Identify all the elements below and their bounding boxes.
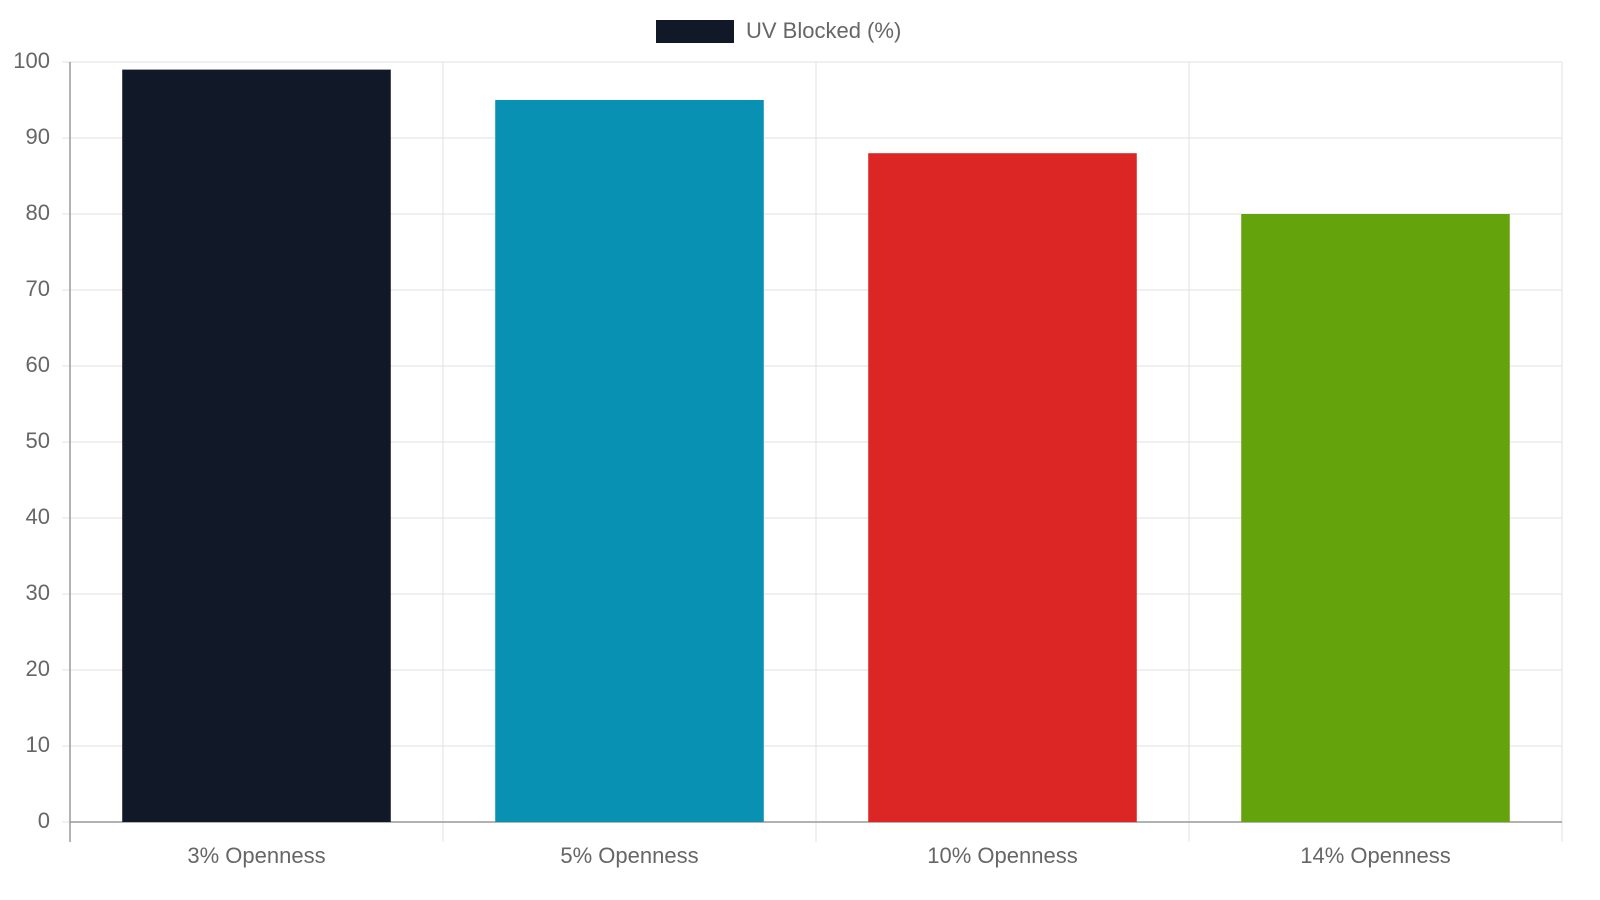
y-tick-label: 60 [26, 352, 50, 377]
y-tick-label: 0 [38, 808, 50, 833]
bar [868, 153, 1137, 822]
x-tick-label: 5% Openness [560, 843, 698, 868]
x-tick-label: 14% Openness [1300, 843, 1450, 868]
x-tick-label: 3% Openness [187, 843, 325, 868]
bar [1241, 214, 1510, 822]
y-tick-label: 10 [26, 732, 50, 757]
legend-swatch [656, 20, 734, 43]
y-tick-label: 20 [26, 656, 50, 681]
y-tick-label: 100 [13, 48, 50, 73]
y-tick-label: 30 [26, 580, 50, 605]
y-tick-label: 50 [26, 428, 50, 453]
y-tick-label: 90 [26, 124, 50, 149]
bar [122, 69, 391, 823]
x-tick-label: 10% Openness [927, 843, 1077, 868]
legend-label: UV Blocked (%) [746, 18, 901, 43]
y-tick-label: 70 [26, 276, 50, 301]
y-tick-label: 80 [26, 200, 50, 225]
y-tick-label: 40 [26, 504, 50, 529]
bar [495, 100, 764, 822]
